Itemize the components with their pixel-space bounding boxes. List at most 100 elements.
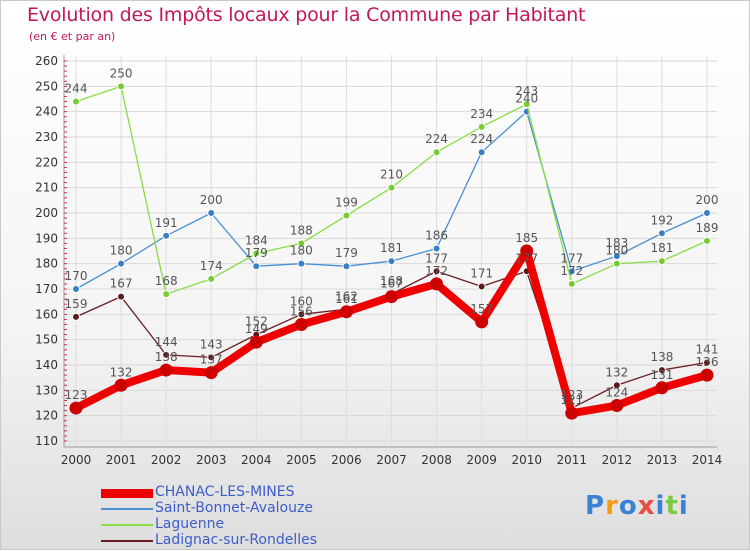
x-tick-label: 2006 — [331, 453, 362, 467]
data-point-chanac-les-mines — [430, 277, 444, 291]
data-point-laguenne — [162, 290, 171, 299]
y-tick-label: 250 — [35, 79, 58, 93]
data-label-chanac-les-mines: 136 — [696, 355, 719, 369]
data-label-saint-bonnet-avalouze: 183 — [605, 236, 628, 250]
data-label-chanac-les-mines: 185 — [515, 231, 538, 245]
y-tick-label: 140 — [35, 358, 58, 372]
data-label-ladignac-sur-rondelles: 160 — [290, 294, 313, 308]
data-point-saint-bonnet-avalouze — [612, 252, 621, 261]
x-tick-label: 2007 — [376, 453, 407, 467]
legend-label: Laguenne — [155, 516, 225, 532]
data-point-laguenne — [612, 259, 621, 268]
data-label-chanac-les-mines: 121 — [560, 393, 583, 407]
y-tick-label: 150 — [35, 333, 58, 347]
data-point-chanac-les-mines — [249, 335, 263, 349]
logo-letter: x — [637, 491, 656, 521]
data-point-saint-bonnet-avalouze — [252, 262, 261, 271]
y-tick-label: 220 — [35, 155, 58, 169]
x-tick-label: 2013 — [647, 453, 678, 467]
data-label-ladignac-sur-rondelles: 123 — [560, 388, 583, 402]
data-point-ladignac-sur-rondelles — [72, 312, 80, 321]
x-tick-label: 2011 — [557, 453, 588, 467]
data-label-chanac-les-mines: 149 — [245, 322, 268, 336]
data-label-ladignac-sur-rondelles: 143 — [200, 337, 223, 351]
data-label-chanac-les-mines: 131 — [650, 368, 673, 382]
data-label-ladignac-sur-rondelles: 144 — [155, 335, 178, 349]
data-label-saint-bonnet-avalouze: 224 — [470, 132, 493, 146]
data-label-chanac-les-mines: 157 — [470, 302, 493, 316]
data-point-saint-bonnet-avalouze — [72, 285, 80, 293]
x-tick-label: 2004 — [241, 453, 272, 467]
data-point-chanac-les-mines — [655, 381, 669, 395]
data-point-chanac-les-mines — [700, 368, 714, 382]
data-label-saint-bonnet-avalouze: 186 — [425, 228, 448, 242]
data-point-laguenne — [703, 236, 711, 245]
data-label-ladignac-sur-rondelles: 132 — [605, 365, 628, 379]
data-point-chanac-les-mines — [610, 399, 624, 413]
series — [69, 82, 714, 420]
y-tick-label: 180 — [35, 257, 58, 271]
data-label-laguenne: 199 — [335, 196, 358, 210]
data-point-chanac-les-mines — [294, 317, 308, 331]
data-point-chanac-les-mines — [565, 406, 579, 420]
legend-label: Saint-Bonnet-Avalouze — [155, 500, 313, 516]
data-label-laguenne: 181 — [650, 241, 673, 255]
data-point-ladignac-sur-rondelles — [207, 353, 216, 362]
data-label-laguenne: 210 — [380, 168, 403, 182]
y-tick-label: 120 — [35, 409, 58, 423]
x-tick-label: 2000 — [61, 453, 92, 467]
x-tick-label: 2001 — [106, 453, 137, 467]
data-point-laguenne — [522, 100, 531, 109]
data-point-laguenne — [252, 249, 261, 258]
data-label-saint-bonnet-avalouze: 170 — [65, 269, 88, 283]
data-point-ladignac-sur-rondelles — [432, 267, 441, 276]
data-label-chanac-les-mines: 132 — [110, 365, 133, 379]
data-point-laguenne — [657, 257, 666, 266]
data-label-saint-bonnet-avalouze: 200 — [200, 193, 223, 207]
y-tick-label: 170 — [35, 282, 58, 296]
data-label-saint-bonnet-avalouze: 240 — [515, 92, 538, 106]
y-tick-label: 190 — [35, 231, 58, 245]
data-point-saint-bonnet-avalouze — [207, 209, 216, 217]
axes: 110 120 130 140 150 160 170 180 190 200 210 220 230 2… — [35, 54, 722, 467]
data-point-chanac-les-mines — [159, 363, 173, 377]
data-point-ladignac-sur-rondelles — [703, 358, 711, 367]
data-label-chanac-les-mines: 172 — [425, 264, 448, 278]
y-tick-label: 160 — [35, 307, 58, 321]
data-point-saint-bonnet-avalouze — [342, 262, 351, 271]
data-point-saint-bonnet-avalouze — [297, 259, 306, 268]
data-label-laguenne: 168 — [155, 274, 178, 288]
y-tick-label: 130 — [35, 383, 58, 397]
data-label-ladignac-sur-rondelles: 177 — [425, 251, 448, 265]
data-point-laguenne — [72, 97, 80, 106]
data-point-chanac-les-mines — [69, 401, 83, 415]
data-label-laguenne: 184 — [245, 234, 268, 248]
data-label-laguenne: 234 — [470, 107, 493, 121]
data-label-laguenne: 250 — [110, 66, 133, 80]
y-tick-label: 240 — [35, 105, 58, 119]
data-label-laguenne: 172 — [560, 264, 583, 278]
data-point-laguenne — [477, 122, 486, 131]
x-tick-label: 2008 — [421, 453, 452, 467]
data-label-ladignac-sur-rondelles: 168 — [380, 274, 403, 288]
data-point-laguenne — [297, 239, 306, 248]
data-point-saint-bonnet-avalouze — [703, 209, 711, 217]
chart-title: Evolution des Impôts locaux pour la Comm… — [27, 4, 586, 26]
x-tick-label: 2012 — [602, 453, 633, 467]
data-point-chanac-les-mines — [204, 366, 218, 380]
x-tick-label: 2009 — [466, 453, 497, 467]
data-label-saint-bonnet-avalouze: 192 — [650, 213, 673, 227]
data-label-laguenne: 244 — [65, 82, 88, 96]
legend-swatch-ladignac — [101, 540, 153, 542]
data-point-saint-bonnet-avalouze — [387, 257, 396, 266]
data-point-ladignac-sur-rondelles — [657, 366, 666, 375]
data-label-laguenne: 188 — [290, 223, 313, 237]
data-label-ladignac-sur-rondelles: 138 — [650, 350, 673, 364]
legend-swatch-saint-bonnet — [101, 508, 153, 510]
y-tick-label: 110 — [35, 434, 58, 448]
data-point-saint-bonnet-avalouze — [117, 259, 126, 268]
data-point-laguenne — [432, 148, 441, 157]
legend-swatch-laguenne — [101, 524, 153, 526]
